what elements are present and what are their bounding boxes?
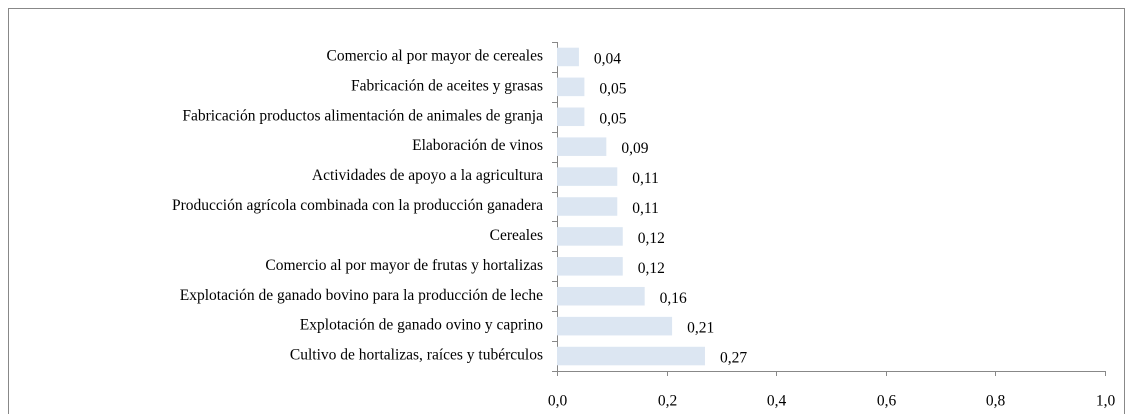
y-tick-label: Fabricación de aceites y grasas — [351, 77, 543, 94]
bar — [557, 47, 579, 67]
data-label: 0,05 — [599, 110, 626, 127]
bar — [557, 167, 618, 186]
y-tick-label: Explotación de ganado bovino para la pro… — [180, 287, 543, 304]
x-tick-label: 0,4 — [767, 393, 787, 410]
data-label: 0,11 — [632, 170, 659, 187]
bar — [557, 137, 607, 156]
x-tick-label: 0,0 — [548, 393, 568, 410]
data-label: 0,12 — [638, 230, 665, 247]
y-tick-label: Actividades de apoyo a la agricultura — [312, 167, 543, 184]
data-label: 0,21 — [687, 320, 714, 337]
chart-border — [8, 8, 1125, 414]
data-label: 0,12 — [638, 260, 665, 277]
x-tick-label: 0,2 — [658, 393, 677, 410]
data-label: 0,11 — [632, 200, 659, 217]
y-tick-label: Producción agrícola combinada con la pro… — [172, 197, 543, 214]
data-label: 0,16 — [660, 290, 687, 307]
x-tick-label: 1,0 — [1096, 393, 1116, 410]
bar — [557, 346, 705, 366]
data-label: 0,27 — [720, 350, 747, 367]
data-label: 0,04 — [594, 51, 621, 68]
y-tick-label: Fabricación productos alimentación de an… — [182, 107, 543, 124]
bar — [557, 227, 623, 246]
bar — [557, 286, 645, 306]
data-label: 0,09 — [621, 140, 648, 157]
data-label: 0,05 — [599, 80, 626, 97]
bar — [557, 257, 623, 276]
x-tick-label: 0,6 — [877, 393, 897, 410]
y-tick-label: Comercio al por mayor de frutas y hortal… — [265, 257, 543, 274]
y-tick-label: Cultivo de hortalizas, raíces y tubércul… — [290, 347, 543, 364]
y-tick-label: Explotación de ganado ovino y caprino — [300, 317, 543, 334]
y-tick-label: Comercio al por mayor de cereales — [327, 48, 543, 65]
y-tick-label: Cereales — [490, 227, 543, 244]
bar — [557, 197, 618, 216]
x-tick-label: 0,8 — [986, 393, 1006, 410]
bar — [557, 316, 673, 336]
y-tick-label: Elaboración de vinos — [412, 137, 543, 154]
bar — [557, 77, 585, 97]
bar — [557, 107, 585, 127]
